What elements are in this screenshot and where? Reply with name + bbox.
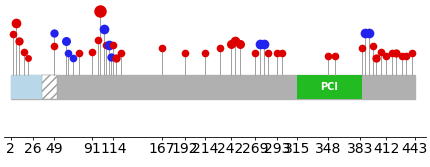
Bar: [42, 75, 56, 99]
Text: PCI: PCI: [321, 82, 338, 92]
Bar: [11, 75, 415, 99]
Bar: [11, 75, 29, 99]
Bar: [298, 75, 362, 99]
Bar: [29, 75, 42, 99]
